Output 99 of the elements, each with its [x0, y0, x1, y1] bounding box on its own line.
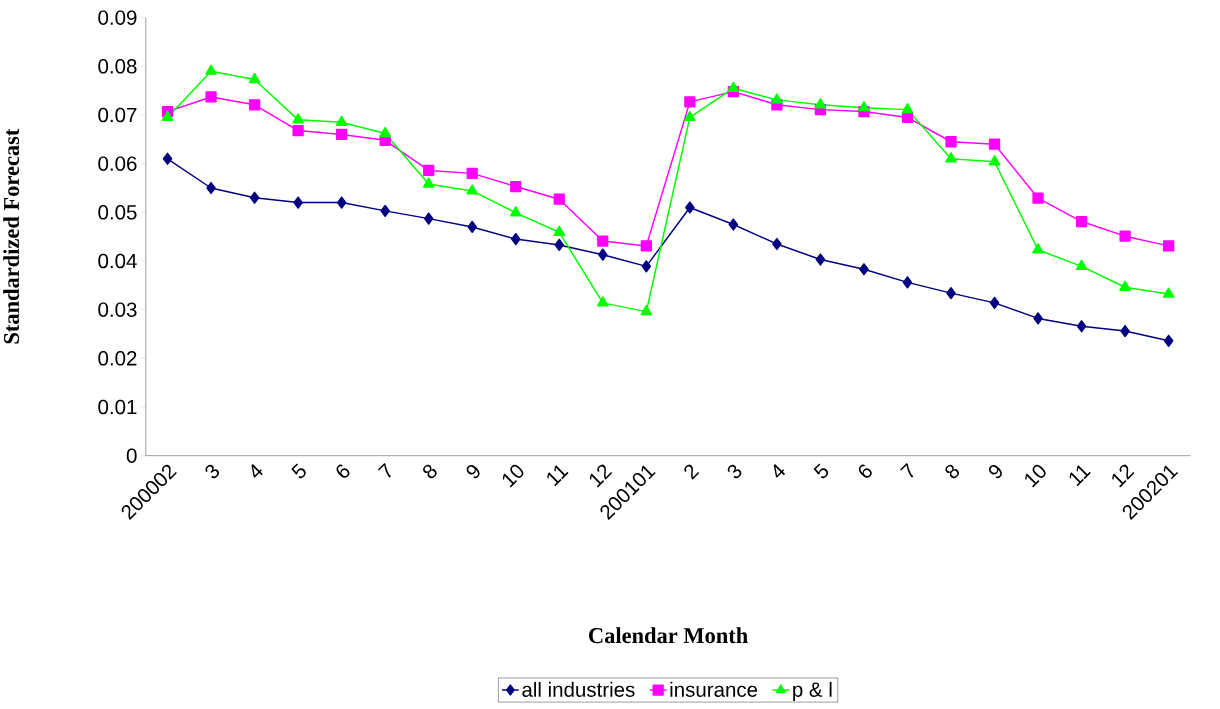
point: [814, 98, 827, 109]
x-tick-label: 6: [858, 464, 872, 478]
point: [728, 218, 739, 231]
x-tick-label: 8: [945, 464, 959, 479]
point: [205, 91, 217, 103]
point: [379, 127, 391, 138]
point: [510, 233, 521, 246]
point: [641, 260, 652, 273]
x-tick-label: 5: [813, 463, 829, 479]
x-axis-title: Calendar Month: [589, 627, 748, 644]
point: [553, 225, 566, 237]
point: [858, 101, 870, 112]
point: [162, 152, 173, 166]
point: [423, 165, 435, 177]
point: [1075, 216, 1088, 228]
x-tick-label: 2: [684, 464, 700, 480]
point: [553, 193, 565, 206]
x-tick-label: 4: [773, 464, 786, 478]
point: [335, 115, 348, 127]
point: [640, 240, 652, 252]
point: [727, 81, 740, 93]
point: [423, 212, 434, 226]
point: [989, 296, 1000, 310]
y-tick-label: 0.02: [98, 351, 137, 366]
x-tick-label: 11: [547, 465, 569, 487]
point: [161, 111, 174, 122]
point: [380, 204, 390, 218]
point: [554, 239, 565, 252]
point: [946, 287, 956, 300]
x-tick-label: 4: [251, 464, 263, 478]
y-tick-label: 0.06: [98, 156, 137, 172]
x-tick-label: 9: [466, 465, 480, 479]
point: [772, 238, 782, 251]
y-tick-label: 0.01: [98, 400, 137, 415]
point: [1163, 240, 1175, 252]
point: [685, 201, 695, 214]
x-tick-label: 5: [291, 463, 306, 479]
point: [249, 191, 260, 205]
point: [336, 196, 347, 209]
point: [1032, 243, 1044, 254]
point: [466, 168, 478, 180]
point: [206, 182, 216, 195]
y-tick-label: 0: [126, 448, 137, 464]
point: [1163, 334, 1174, 348]
point: [859, 263, 869, 276]
legend-label: all industries: [522, 682, 635, 698]
point: [1032, 192, 1044, 205]
x-tick-label: 3: [205, 464, 220, 479]
x-tick-label: 11: [1069, 465, 1091, 487]
point: [1119, 280, 1131, 292]
point: [597, 235, 609, 247]
point: [1162, 287, 1175, 299]
point: [1076, 320, 1087, 333]
point: [596, 296, 609, 307]
point: [640, 305, 653, 316]
point: [467, 221, 477, 234]
point: [901, 103, 914, 114]
x-tick-label: 10: [1025, 465, 1046, 488]
y-tick-label: 0.03: [98, 302, 137, 318]
y-tick-label: 0.07: [98, 107, 137, 123]
y-tick-label: 0.05: [98, 205, 137, 220]
point: [248, 99, 261, 111]
y-tick-label: 0.08: [98, 59, 137, 74]
point: [771, 93, 783, 104]
y-axis-title: Standardized Forecast: [3, 129, 20, 344]
x-tick-label: 6: [336, 464, 350, 478]
point: [292, 125, 304, 137]
point: [902, 276, 913, 289]
point: [684, 111, 696, 122]
point: [988, 155, 1001, 166]
point: [510, 181, 522, 193]
point: [598, 248, 608, 262]
point: [1120, 325, 1130, 338]
point: [815, 253, 826, 266]
legend-label: p & l: [793, 682, 832, 702]
point: [248, 73, 261, 84]
x-tick-label: 7: [377, 463, 391, 478]
x-tick-label: 9: [988, 465, 1002, 479]
legend-label: insurance: [670, 682, 758, 698]
point: [205, 64, 217, 76]
y-tick-label: 0.04: [98, 253, 137, 269]
point: [684, 96, 696, 108]
point: [1075, 259, 1088, 271]
x-tick-label: 8: [423, 464, 437, 479]
point: [293, 196, 303, 209]
point: [292, 113, 304, 124]
point: [422, 177, 435, 189]
point: [945, 152, 957, 163]
point: [1119, 230, 1131, 243]
point: [1033, 312, 1043, 325]
x-tick-label: 7: [900, 463, 914, 478]
point: [336, 129, 348, 141]
y-tick-label: 0.09: [98, 10, 137, 26]
point: [988, 138, 1001, 151]
x-tick-label: 10: [502, 465, 524, 488]
point: [466, 184, 479, 195]
point: [509, 206, 522, 217]
x-tick-label: 3: [727, 464, 742, 479]
point: [945, 136, 957, 148]
